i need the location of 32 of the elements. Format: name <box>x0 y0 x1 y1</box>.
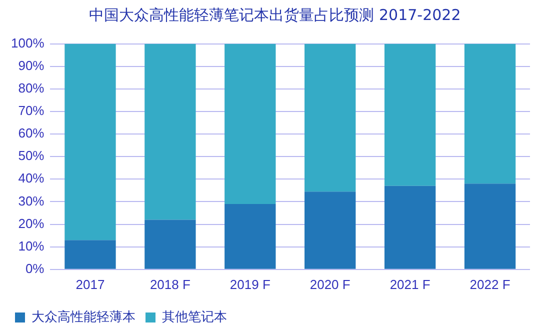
y-tick-label: 100% <box>11 35 45 50</box>
y-tick-label: 80% <box>18 80 45 96</box>
x-tick-label: 2020 F <box>310 276 350 292</box>
x-tick-label: 2018 F <box>150 276 190 292</box>
y-tick-label: 50% <box>18 148 45 164</box>
bar <box>224 204 276 269</box>
bar <box>464 184 516 269</box>
bar <box>144 44 196 220</box>
bar <box>64 44 116 240</box>
y-tick-label: 70% <box>18 103 45 118</box>
bar <box>224 44 276 204</box>
legend-label: 大众高性能轻薄本 <box>32 309 136 324</box>
chart-title: 中国大众高性能轻薄笔记本出货量占比预测 2017-2022 <box>88 6 462 25</box>
y-tick-label: 90% <box>18 58 45 73</box>
x-tick-label: 2019 F <box>230 276 270 292</box>
legend-label: 其他笔记本 <box>162 309 227 324</box>
bar <box>144 220 196 269</box>
bar <box>64 240 116 269</box>
y-tick-label: 60% <box>18 126 45 141</box>
x-tick-label: 2017 <box>76 276 105 292</box>
bar <box>384 186 436 269</box>
bar <box>304 192 356 269</box>
y-tick-label: 40% <box>18 170 45 186</box>
y-tick-label: 30% <box>18 193 45 208</box>
y-tick-label: 10% <box>18 238 45 254</box>
bar <box>304 44 356 192</box>
y-tick-label: 20% <box>18 216 45 231</box>
x-tick-label: 2022 F <box>470 276 510 292</box>
bar <box>464 44 516 184</box>
x-tick-label: 2021 F <box>390 276 430 292</box>
y-tick-label: 0% <box>25 260 45 276</box>
bar <box>384 44 436 186</box>
